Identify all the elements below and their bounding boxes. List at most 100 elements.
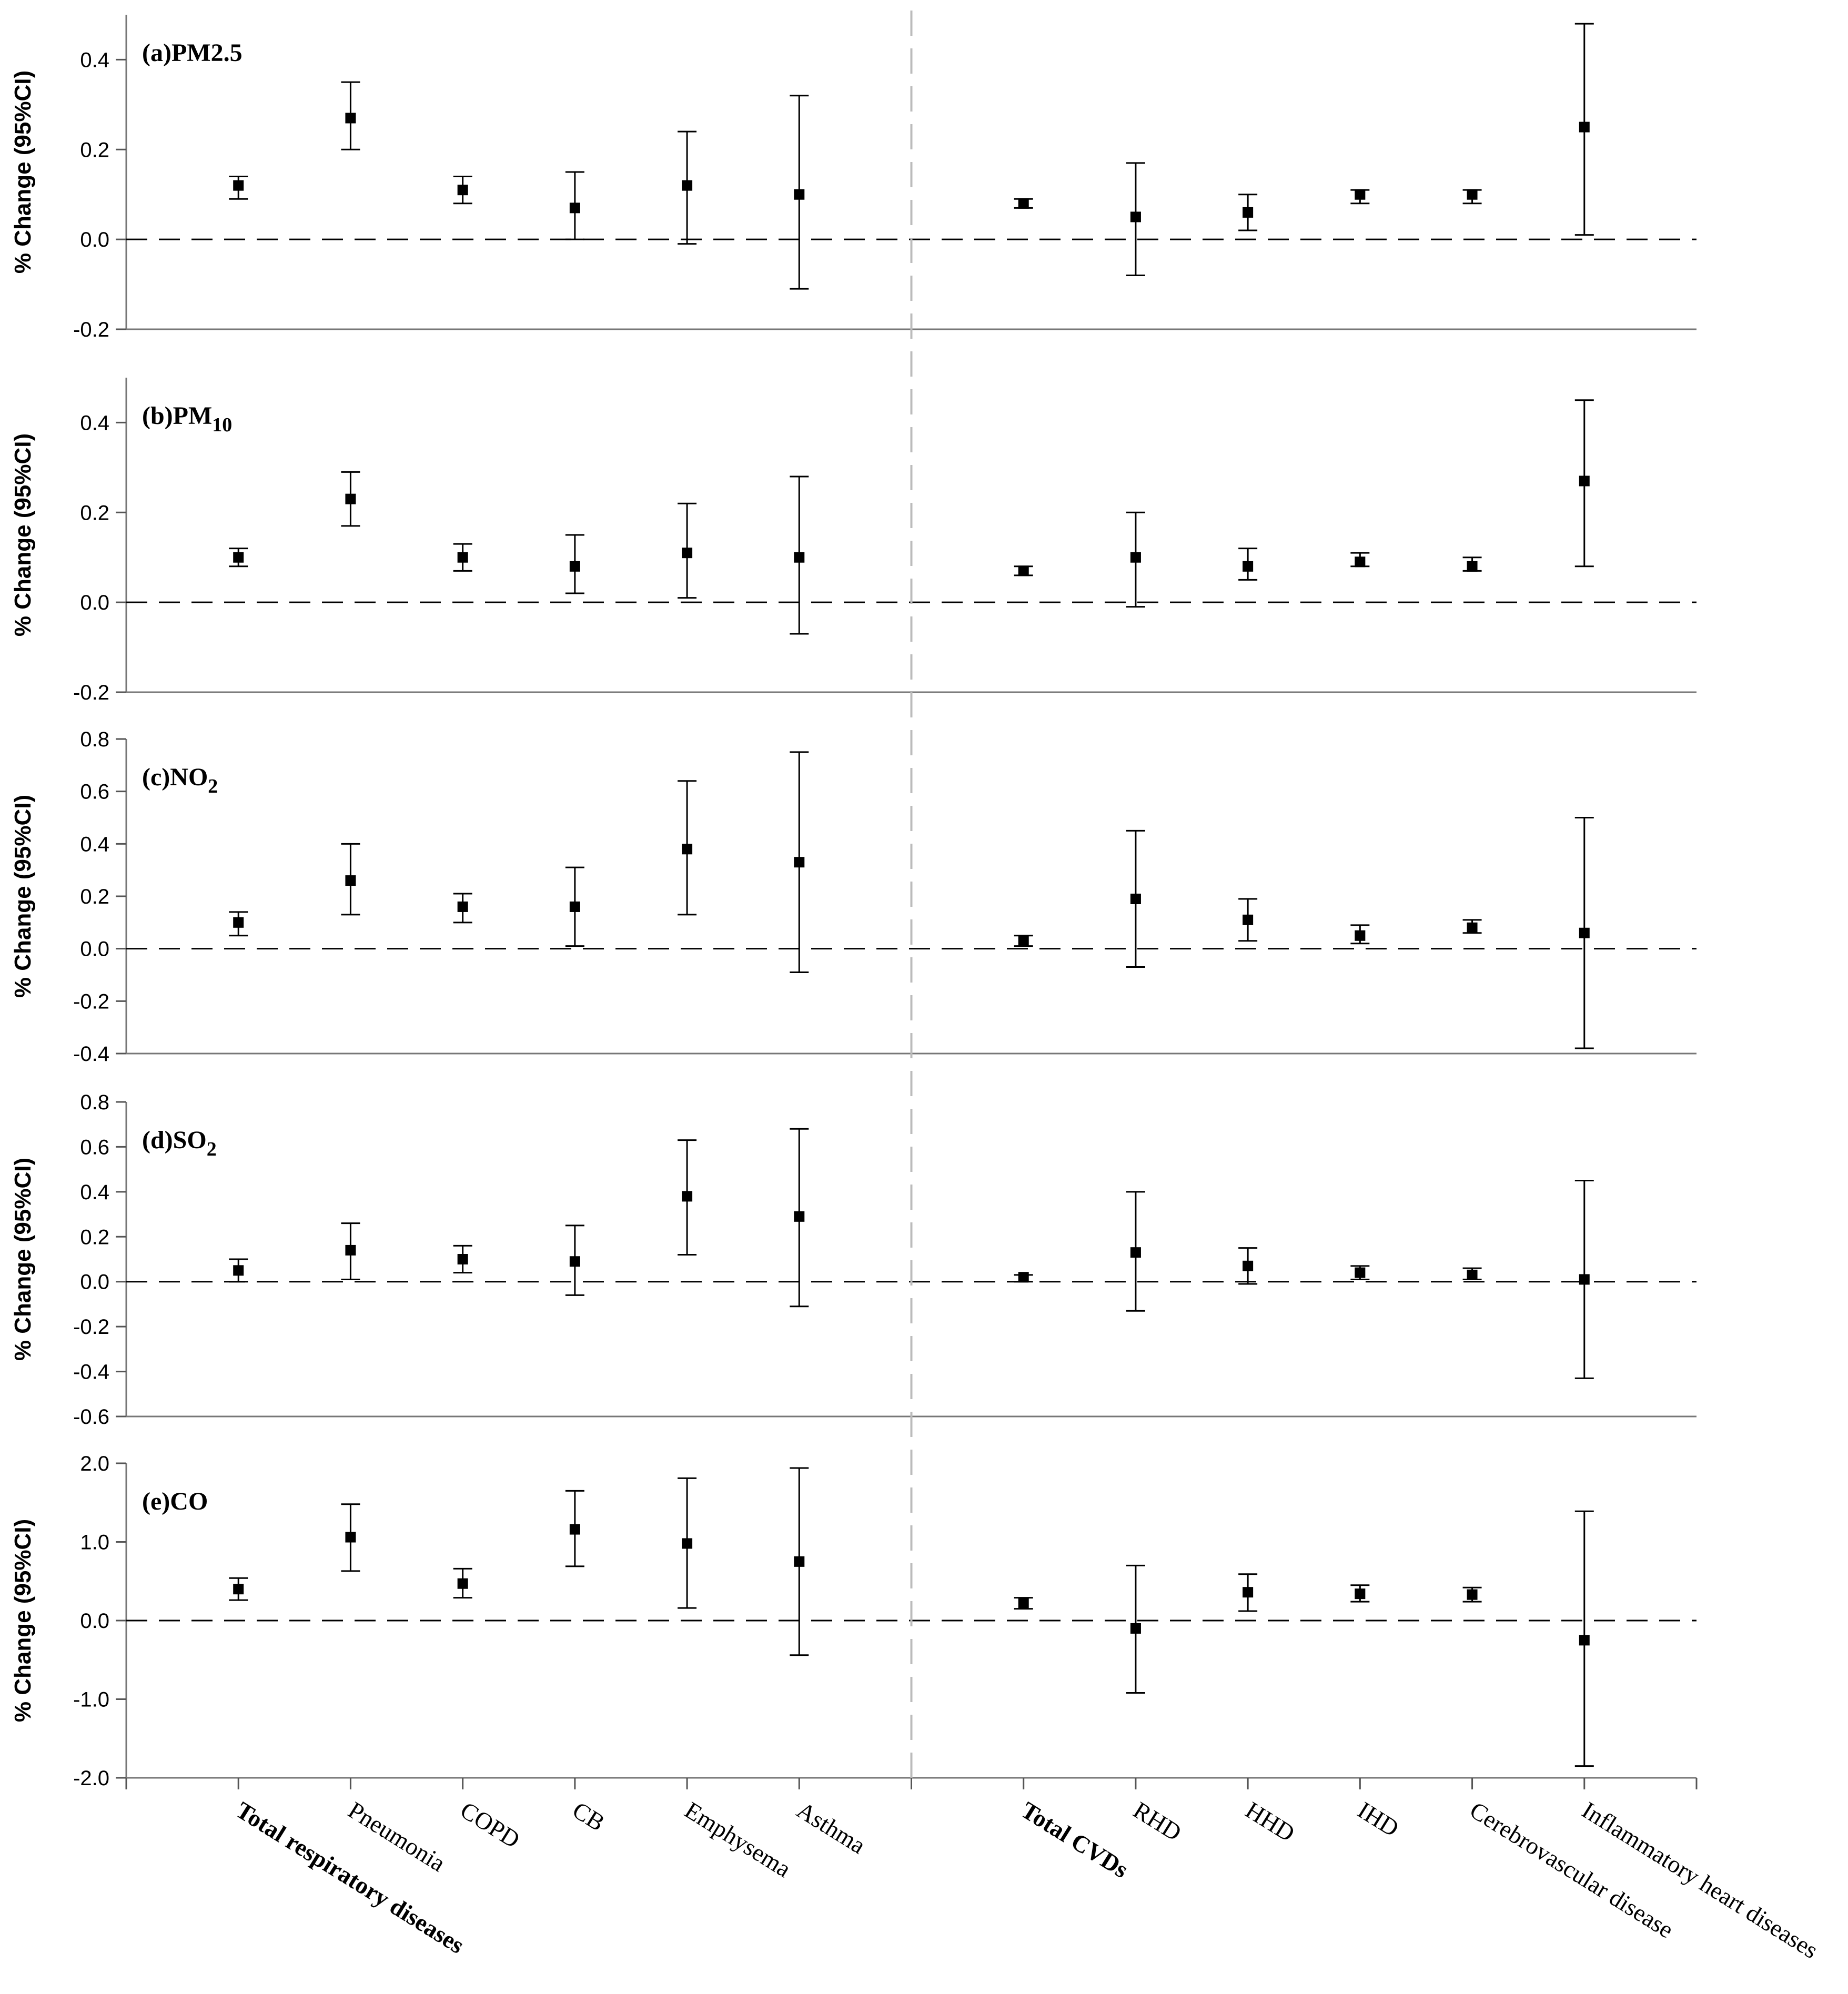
point-estimate <box>233 552 244 563</box>
category-label: RHD <box>1129 1796 1186 1846</box>
y-tick-label: -0.2 <box>73 318 109 341</box>
point-estimate <box>1579 475 1590 487</box>
point-estimate <box>1130 211 1141 222</box>
y-tick-label: -0.4 <box>73 1042 109 1066</box>
y-tick-label: 0.0 <box>80 1271 109 1294</box>
point-estimate <box>682 844 693 855</box>
point-estimate <box>1355 189 1366 200</box>
point-estimate <box>794 857 805 868</box>
point-estimate <box>1467 561 1478 572</box>
point-estimate <box>1130 1247 1141 1258</box>
category-label: COPD <box>456 1796 524 1853</box>
panel-title: (b)PM10 <box>142 402 232 436</box>
category-label: HHD <box>1241 1796 1300 1847</box>
panel-2: -0.2 0.0 0.2 0.4 % Change (95%CI) (b)PM10 <box>10 378 1696 704</box>
point-estimate <box>1579 1274 1590 1285</box>
point-estimate <box>569 1256 580 1267</box>
point-estimate <box>569 561 580 572</box>
y-tick-label: 0.0 <box>80 1610 109 1633</box>
y-tick-label: 0.0 <box>80 938 109 961</box>
point-estimate <box>1018 935 1029 946</box>
point-estimate <box>345 1532 356 1543</box>
y-tick-label: -0.2 <box>73 1315 109 1339</box>
category-label: Emphysema <box>680 1796 796 1882</box>
y-tick-label: 0.4 <box>80 411 109 434</box>
point-estimate <box>1243 561 1254 572</box>
point-estimate <box>233 917 244 928</box>
category-label: Pneumonia <box>344 1796 450 1877</box>
point-estimate <box>794 189 805 200</box>
panel-4: -0.6 -0.4 -0.2 0.0 0.2 0.4 0.6 0.8 % Change (95%… <box>10 1091 1696 1429</box>
point-estimate <box>1579 927 1590 938</box>
category-label: Cerebrovascular disease <box>1465 1796 1678 1943</box>
y-tick-label: 0.8 <box>80 1091 109 1114</box>
point-estimate <box>1130 552 1141 563</box>
point-estimate <box>1579 122 1590 133</box>
point-estimate <box>1243 1587 1254 1598</box>
y-tick-label: 0.8 <box>80 728 109 751</box>
point-estimate <box>345 113 356 124</box>
panel-5: -2.0 -1.0 0.0 1.0 2.0 % Change (95%CI) (e)CO <box>10 1452 1696 1790</box>
y-axis-label: % Change (95%CI) <box>10 433 36 636</box>
y-tick-label: -1.0 <box>73 1688 109 1712</box>
point-estimate <box>1243 1260 1254 1271</box>
point-estimate <box>233 1584 244 1595</box>
point-estimate <box>682 548 693 559</box>
y-tick-label: 0.2 <box>80 138 109 161</box>
y-tick-label: -0.4 <box>73 1361 109 1384</box>
point-estimate <box>682 1191 693 1202</box>
point-estimate <box>457 901 468 912</box>
y-axis-label: % Change (95%CI) <box>10 70 36 274</box>
y-tick-label: 0.6 <box>80 1136 109 1159</box>
y-tick-label: 0.2 <box>80 1226 109 1249</box>
panel-title: (c)NO2 <box>142 763 218 797</box>
y-tick-label: -0.2 <box>73 990 109 1013</box>
point-estimate <box>1130 1623 1141 1634</box>
point-estimate <box>1018 565 1029 576</box>
y-axis-label: % Change (95%CI) <box>10 1158 36 1361</box>
point-estimate <box>1355 556 1366 568</box>
y-tick-label: 0.6 <box>80 781 109 804</box>
y-tick-label: -0.6 <box>73 1405 109 1429</box>
y-axis-label: % Change (95%CI) <box>10 1519 36 1722</box>
point-estimate <box>1355 1267 1366 1278</box>
panels-group: -0.20.00.20.4% Change (95%CI)(a)PM2.5-0.… <box>10 15 1696 1790</box>
y-tick-label: 0.4 <box>80 48 109 72</box>
point-estimate <box>1355 1588 1366 1600</box>
point-estimate <box>682 1538 693 1549</box>
y-axis-label: % Change (95%CI) <box>10 795 36 998</box>
panel-title: (e)CO <box>142 1487 208 1515</box>
point-estimate <box>1018 198 1029 209</box>
x-axis <box>125 1778 1698 1789</box>
point-estimate <box>1018 1598 1029 1609</box>
y-tick-label: 1.0 <box>80 1531 109 1554</box>
y-tick-label: 0.4 <box>80 1181 109 1204</box>
y-tick-label: 0.0 <box>80 591 109 614</box>
point-estimate <box>1467 189 1478 200</box>
point-estimate <box>345 875 356 886</box>
y-tick-label: 0.2 <box>80 885 109 908</box>
y-tick-label: -0.2 <box>73 681 109 704</box>
point-estimate <box>794 552 805 563</box>
point-estimate <box>233 180 244 191</box>
point-estimate <box>233 1265 244 1276</box>
point-estimate <box>345 493 356 504</box>
point-estimate <box>457 1254 468 1264</box>
point-estimate <box>1579 1635 1590 1646</box>
point-estimate <box>1243 914 1254 925</box>
category-label: Total CVDs <box>1016 1796 1133 1883</box>
panel-3: -0.4 -0.2 0.0 0.2 0.4 0.6 0.8 % Change (95%CI) (… <box>10 728 1696 1066</box>
y-tick-label: -2.0 <box>73 1767 109 1790</box>
category-label: Asthma <box>792 1796 870 1859</box>
panel-1: -0.2 0.0 0.2 0.4 % Change (95%CI) (a)PM2.5 <box>10 15 1696 341</box>
point-estimate <box>794 1556 805 1567</box>
category-label: CB <box>568 1796 610 1836</box>
point-estimate <box>1130 893 1141 904</box>
category-label: IHD <box>1353 1796 1403 1842</box>
y-tick-label: 0.2 <box>80 501 109 524</box>
panel-title: (d)SO2 <box>142 1126 217 1160</box>
point-estimate <box>1467 922 1478 933</box>
point-estimate <box>457 552 468 563</box>
